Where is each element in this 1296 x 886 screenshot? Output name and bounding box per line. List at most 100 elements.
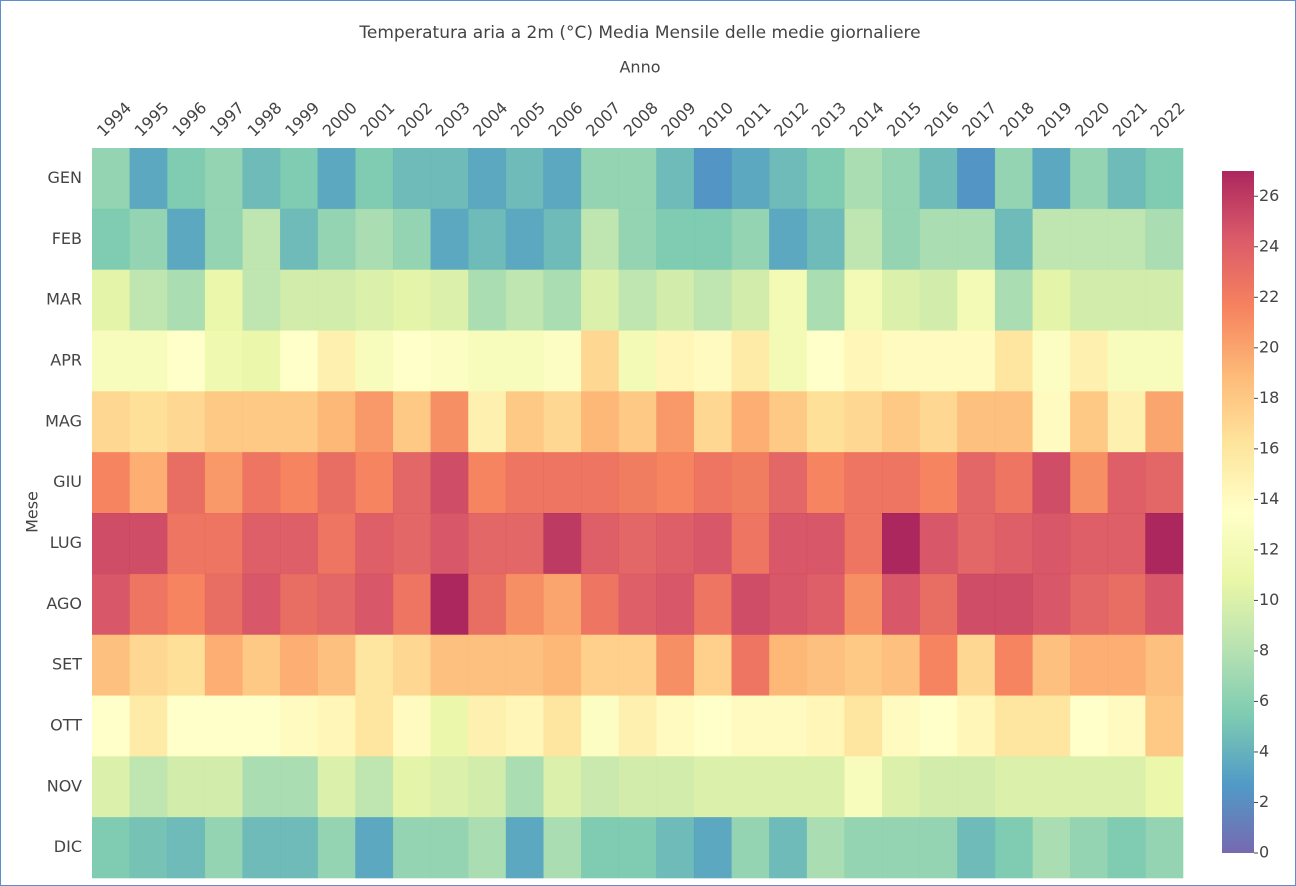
heatmap-cell — [317, 573, 356, 635]
heatmap-cell — [1107, 452, 1146, 514]
heatmap-cell — [543, 330, 582, 392]
y-tick-label: NOV — [47, 776, 82, 795]
heatmap-cell — [769, 148, 808, 210]
heatmap-cell — [618, 148, 657, 210]
heatmap-cell — [806, 634, 845, 696]
heatmap-cell — [919, 330, 958, 392]
heatmap-cell — [129, 756, 168, 818]
heatmap-cell — [280, 695, 319, 757]
y-tick-label: GIU — [53, 472, 82, 491]
heatmap-cell — [844, 695, 883, 757]
heatmap-cell — [919, 269, 958, 331]
heatmap-cell — [1145, 513, 1184, 575]
heatmap-cell — [957, 634, 996, 696]
heatmap-cell — [430, 208, 469, 270]
heatmap-cell — [92, 330, 130, 392]
heatmap-cell — [392, 756, 431, 818]
heatmap-cell — [355, 817, 394, 879]
heatmap-cell — [1032, 269, 1071, 331]
heatmap-cell — [392, 573, 431, 635]
heatmap-cell — [430, 330, 469, 392]
heatmap-cell — [919, 148, 958, 210]
heatmap-cell — [693, 452, 732, 514]
heatmap-cell — [1107, 634, 1146, 696]
heatmap-cell — [204, 756, 243, 818]
heatmap-cell — [92, 634, 130, 696]
heatmap-cell — [505, 452, 544, 514]
heatmap-cell — [204, 573, 243, 635]
heatmap-cell — [1032, 695, 1071, 757]
heatmap-cell — [882, 513, 920, 575]
heatmap-cell — [1145, 391, 1184, 453]
heatmap-cell — [317, 695, 356, 757]
x-axis-title: Anno — [619, 58, 660, 77]
heatmap-cell — [882, 573, 920, 635]
heatmap-cell — [1070, 452, 1109, 514]
heatmap-cell — [1145, 330, 1184, 392]
colorbar — [1222, 171, 1254, 853]
heatmap-cell — [1032, 208, 1071, 270]
heatmap-cell — [618, 208, 657, 270]
heatmap-cell — [957, 330, 996, 392]
heatmap-cell — [468, 695, 507, 757]
heatmap-cell — [656, 817, 695, 879]
heatmap-cell — [994, 756, 1033, 818]
heatmap-cell — [656, 330, 695, 392]
heatmap-cell — [693, 634, 732, 696]
y-tick-label: AGO — [46, 594, 82, 613]
heatmap-cell — [1145, 756, 1184, 818]
heatmap-cell — [769, 756, 808, 818]
heatmap-cell — [957, 756, 996, 818]
heatmap-cell — [92, 695, 130, 757]
heatmap-cell — [242, 148, 281, 210]
heatmap-cell — [919, 634, 958, 696]
heatmap-cell — [430, 513, 469, 575]
heatmap-cell — [543, 634, 582, 696]
heatmap-cell — [618, 391, 657, 453]
heatmap-cell — [92, 391, 130, 453]
heatmap-cell — [543, 756, 582, 818]
heatmap-cell — [693, 391, 732, 453]
heatmap-cell — [919, 452, 958, 514]
heatmap-cell — [919, 817, 958, 879]
heatmap-cell — [468, 391, 507, 453]
colorbar-tick-label: 8 — [1259, 640, 1269, 659]
heatmap-cell — [392, 634, 431, 696]
heatmap-cell — [882, 148, 920, 210]
heatmap-cell — [693, 573, 732, 635]
heatmap-cell — [769, 817, 808, 879]
heatmap-cell — [844, 817, 883, 879]
heatmap-cell — [1032, 573, 1071, 635]
heatmap-cell — [129, 513, 168, 575]
heatmap-cell — [1107, 573, 1146, 635]
heatmap-cell — [882, 817, 920, 879]
heatmap-cell — [543, 695, 582, 757]
heatmap-cell — [167, 513, 206, 575]
heatmap-cell — [505, 330, 544, 392]
heatmap-cell — [92, 756, 130, 818]
heatmap-cell — [957, 391, 996, 453]
heatmap-cell — [581, 513, 619, 575]
heatmap-cell — [581, 756, 619, 818]
heatmap-cell — [392, 269, 431, 331]
heatmap-cell — [1070, 756, 1109, 818]
heatmap-cell — [204, 269, 243, 331]
colorbar-tick-label: 6 — [1259, 691, 1269, 710]
heatmap-cell — [129, 695, 168, 757]
heatmap-cell — [618, 756, 657, 818]
heatmap-cell — [355, 208, 394, 270]
heatmap-cell — [92, 269, 130, 331]
heatmap-cell — [1032, 148, 1071, 210]
heatmap-cell — [882, 391, 920, 453]
heatmap-cell — [806, 695, 845, 757]
heatmap-cell — [731, 756, 770, 818]
heatmap-cell — [693, 330, 732, 392]
heatmap-cell — [656, 452, 695, 514]
y-tick-label: MAR — [46, 290, 82, 309]
heatmap-cell — [355, 148, 394, 210]
heatmap-cell — [355, 634, 394, 696]
heatmap-cell — [505, 756, 544, 818]
heatmap-cell — [957, 269, 996, 331]
heatmap-cell — [1145, 695, 1184, 757]
heatmap-cell — [167, 269, 206, 331]
